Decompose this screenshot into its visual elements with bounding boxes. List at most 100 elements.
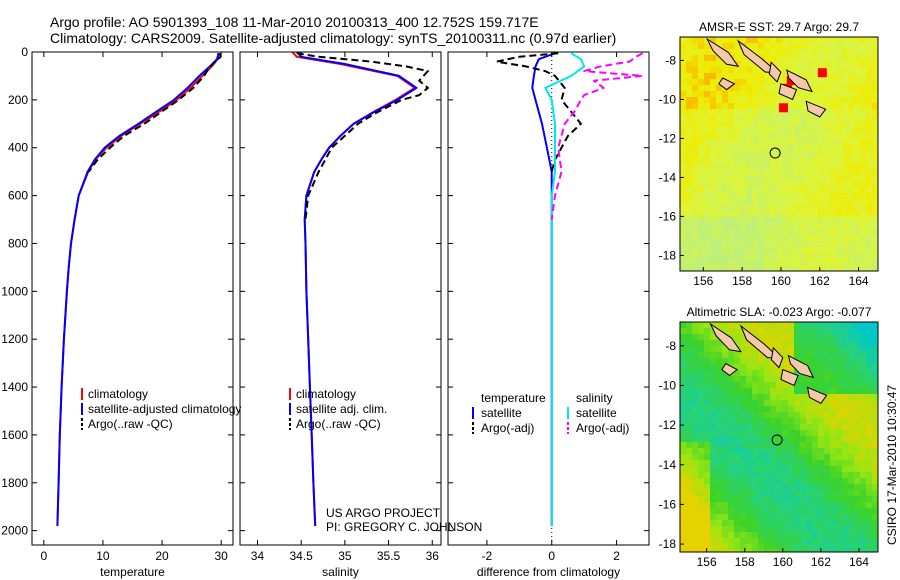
field-cell [680,91,686,97]
field-cell [854,121,860,127]
field-cell [854,370,860,376]
field-cell [776,259,782,265]
field-cell [710,253,716,259]
field-cell [872,526,878,532]
field-cell [734,151,740,157]
field-cell [860,73,866,79]
field-cell [770,181,776,187]
field-cell [716,139,722,145]
series-line [56,52,220,526]
field-cell [746,37,752,43]
field-cell [680,388,686,394]
field-cell [818,199,824,205]
field-cell [704,406,710,412]
field-cell [854,115,860,121]
field-cell [830,538,836,544]
field-cell [728,412,734,418]
field-cell [854,406,860,412]
field-cell [836,67,842,73]
field-cell [848,187,854,193]
field-cell [842,229,848,235]
field-cell [704,235,710,241]
field-cell [818,478,824,484]
field-cell [680,502,686,508]
field-cell [788,466,794,472]
field-cell [866,424,872,430]
field-cell [848,181,854,187]
field-cell [770,139,776,145]
field-cell [872,43,878,49]
field-cell [722,109,728,115]
field-cell [830,85,836,91]
field-cell [842,400,848,406]
field-cell [788,247,794,253]
field-cell [836,370,842,376]
field-cell [812,370,818,376]
field-cell [872,223,878,229]
field-cell [866,55,872,61]
field-cell [746,388,752,394]
field-cell [872,241,878,247]
field-cell [722,43,728,49]
field-cell [764,79,770,85]
field-cell [860,67,866,73]
field-cell [872,352,878,358]
field-cell [686,127,692,133]
field-cell [776,61,782,67]
field-cell [806,508,812,514]
field-cell [800,490,806,496]
field-cell [698,259,704,265]
field-cell [854,508,860,514]
field-cell [806,127,812,133]
field-cell [830,340,836,346]
field-cell [680,436,686,442]
field-cell [776,430,782,436]
field-cell [872,157,878,163]
field-cell [680,103,686,109]
field-cell [812,334,818,340]
field-cell [740,334,746,340]
field-cell [704,322,710,328]
field-cell [866,364,872,370]
field-cell [860,49,866,55]
field-cell [860,103,866,109]
field-cell [692,430,698,436]
map-y-tick-label: -14 [659,170,677,184]
field-cell [872,67,878,73]
field-cell [782,520,788,526]
field-cell [746,109,752,115]
field-cell [692,43,698,49]
field-cell [812,538,818,544]
field-cell [860,235,866,241]
field-cell [776,496,782,502]
field-cell [824,508,830,514]
field-cell [776,466,782,472]
field-cell [818,496,824,502]
field-cell [836,229,842,235]
field-cell [812,205,818,211]
field-cell [746,223,752,229]
field-cell [710,454,716,460]
field-cell [704,436,710,442]
field-cell [842,37,848,43]
field-cell [770,538,776,544]
field-cell [686,199,692,205]
field-cell [746,187,752,193]
field-cell [848,322,854,328]
field-cell [842,538,848,544]
field-cell [806,169,812,175]
field-cell [848,175,854,181]
field-cell [758,424,764,430]
field-cell [830,478,836,484]
field-cell [812,328,818,334]
field-cell [854,103,860,109]
field-cell [704,139,710,145]
field-cell [722,322,728,328]
field-cell [842,103,848,109]
field-cell [788,328,794,334]
field-cell [752,490,758,496]
field-cell [752,265,758,271]
field-cell [686,370,692,376]
field-cell [740,382,746,388]
field-cell [764,532,770,538]
